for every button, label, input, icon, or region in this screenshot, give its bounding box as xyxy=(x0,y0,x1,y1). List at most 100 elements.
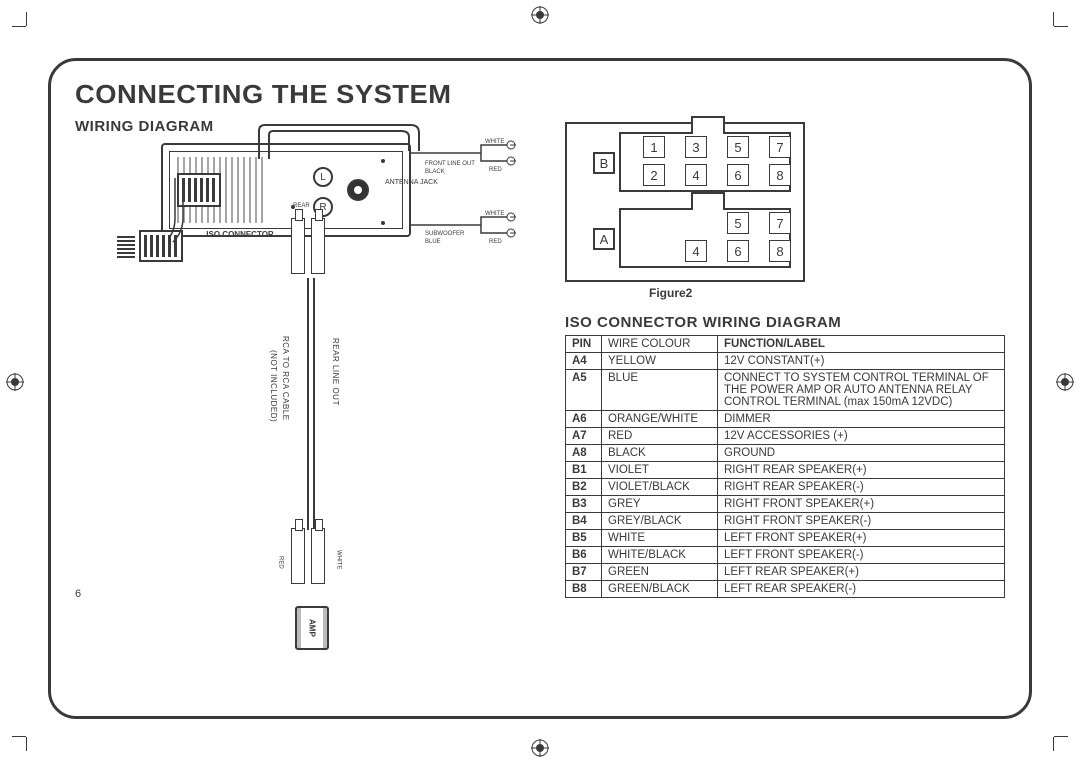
cell-func: LEFT REAR SPEAKER(+) xyxy=(718,564,1005,581)
crop-tick xyxy=(26,12,27,26)
cell-func: 12V CONSTANT(+) xyxy=(718,353,1005,370)
connector-pin: 7 xyxy=(769,212,791,234)
cell-pin: B3 xyxy=(566,496,602,513)
label-white: WHITE xyxy=(485,139,504,145)
connector-pin: 2 xyxy=(643,164,665,186)
cell-colour: WHITE/BLACK xyxy=(602,547,718,564)
connector-pin: 3 xyxy=(685,136,707,158)
connector-pin: 5 xyxy=(727,212,749,234)
rca-wire xyxy=(307,278,309,530)
connector-label-b: B xyxy=(593,152,615,174)
rca-out-l: L xyxy=(313,167,333,187)
registration-mark-icon xyxy=(6,373,24,391)
dot xyxy=(381,221,385,225)
table-row: A8BLACKGROUND xyxy=(566,445,1005,462)
cell-pin: A5 xyxy=(566,370,602,411)
left-column: WIRING DIAGRAM L R ANTENNA JACK REAR xyxy=(75,118,537,598)
cell-colour: BLACK xyxy=(602,445,718,462)
cell-colour: GREY/BLACK xyxy=(602,513,718,530)
cell-pin: A7 xyxy=(566,428,602,445)
section-title-iso: ISO CONNECTOR WIRING DIAGRAM xyxy=(565,314,1005,331)
rca-pair-top xyxy=(289,218,331,278)
cell-colour: ORANGE/WHITE xyxy=(602,411,718,428)
crop-tick xyxy=(1054,736,1068,737)
iso-wiring-table: PIN WIRE COLOUR FUNCTION/LABEL A4YELLOW1… xyxy=(565,335,1005,598)
connector-pin: 6 xyxy=(727,240,749,262)
label-not-included: (NOT INCLUDED) xyxy=(269,350,278,422)
label-white3: WHITE xyxy=(335,550,341,569)
cell-pin: B8 xyxy=(566,581,602,598)
table-row: A6ORANGE/WHITEDIMMER xyxy=(566,411,1005,428)
cell-func: RIGHT REAR SPEAKER(-) xyxy=(718,479,1005,496)
cell-func: CONNECT TO SYSTEM CONTROL TERMINAL OF TH… xyxy=(718,370,1005,411)
table-row: B7GREENLEFT REAR SPEAKER(+) xyxy=(566,564,1005,581)
th-colour: WIRE COLOUR xyxy=(602,336,718,353)
cell-colour: GREY xyxy=(602,496,718,513)
connector-pin: 8 xyxy=(769,240,791,262)
th-func: FUNCTION/LABEL xyxy=(718,336,1005,353)
connector-pin: 8 xyxy=(769,164,791,186)
table-row: B2VIOLET/BLACKRIGHT REAR SPEAKER(-) xyxy=(566,479,1005,496)
label-white2: WHITE xyxy=(485,211,504,217)
table-row: B6WHITE/BLACKLEFT FRONT SPEAKER(-) xyxy=(566,547,1005,564)
label-subwoofer: SUBWOOFER xyxy=(425,231,464,237)
registration-mark-icon xyxy=(531,6,549,24)
cell-pin: A4 xyxy=(566,353,602,370)
crop-tick xyxy=(12,26,26,27)
registration-mark-icon xyxy=(1056,373,1074,391)
cell-pin: B6 xyxy=(566,547,602,564)
page-title: CONNECTING THE SYSTEM xyxy=(75,79,1052,110)
cell-func: LEFT REAR SPEAKER(-) xyxy=(718,581,1005,598)
page-frame: CONNECTING THE SYSTEM WIRING DIAGRAM L R xyxy=(48,58,1032,719)
connector-pin: 7 xyxy=(769,136,791,158)
antenna-jack-icon xyxy=(347,179,369,201)
cell-pin: B5 xyxy=(566,530,602,547)
cell-pin: B4 xyxy=(566,513,602,530)
th-pin: PIN xyxy=(566,336,602,353)
table-row: A5BLUECONNECT TO SYSTEM CONTROL TERMINAL… xyxy=(566,370,1005,411)
amp-icon: AMP xyxy=(295,606,329,650)
label-rca-cable: RCA TO RCA CABLE xyxy=(281,336,290,421)
connector-pin: 4 xyxy=(685,164,707,186)
table-row: A4YELLOW12V CONSTANT(+) xyxy=(566,353,1005,370)
cell-func: DIMMER xyxy=(718,411,1005,428)
table-row: B3GREYRIGHT FRONT SPEAKER(+) xyxy=(566,496,1005,513)
cell-func: LEFT FRONT SPEAKER(+) xyxy=(718,530,1005,547)
registration-mark-icon xyxy=(531,739,549,757)
iso-cable xyxy=(169,178,199,252)
cell-colour: VIOLET/BLACK xyxy=(602,479,718,496)
crop-tick xyxy=(1053,12,1054,26)
cell-pin: B1 xyxy=(566,462,602,479)
label-rear-line-out: REAR LINE OUT xyxy=(331,338,340,406)
table-row: B5WHITELEFT FRONT SPEAKER(+) xyxy=(566,530,1005,547)
cell-colour: VIOLET xyxy=(602,462,718,479)
cell-func: GROUND xyxy=(718,445,1005,462)
label-front-line: FRONT LINE OUT xyxy=(425,161,475,167)
crop-tick xyxy=(1054,26,1068,27)
cell-func: RIGHT REAR SPEAKER(+) xyxy=(718,462,1005,479)
label-red3: RED xyxy=(277,556,283,569)
table-row: A7RED12V ACCESSORIES (+) xyxy=(566,428,1005,445)
cell-colour: GREEN/BLACK xyxy=(602,581,718,598)
cell-colour: BLUE xyxy=(602,370,718,411)
cell-func: RIGHT FRONT SPEAKER(-) xyxy=(718,513,1005,530)
connector-pin: 6 xyxy=(727,164,749,186)
connector-label-a: A xyxy=(593,228,615,250)
cell-pin: B7 xyxy=(566,564,602,581)
label-red2: RED xyxy=(489,239,502,245)
figure-2-connector: B A 1357246857468 xyxy=(565,122,805,282)
page-number: 6 xyxy=(75,588,81,600)
cell-colour: WHITE xyxy=(602,530,718,547)
cell-pin: A8 xyxy=(566,445,602,462)
label-blue: BLUE xyxy=(425,239,441,245)
crop-tick xyxy=(26,737,27,751)
label-red: RED xyxy=(489,167,502,173)
connector-pin: 4 xyxy=(685,240,707,262)
rca-wire xyxy=(313,278,315,530)
iso-connector-label: ISO CONNECTOR xyxy=(205,230,275,239)
table-row: B8GREEN/BLACKLEFT REAR SPEAKER(-) xyxy=(566,581,1005,598)
table-row: B1VIOLETRIGHT REAR SPEAKER(+) xyxy=(566,462,1005,479)
crop-tick xyxy=(1053,737,1054,751)
crop-tick xyxy=(12,736,26,737)
cell-colour: GREEN xyxy=(602,564,718,581)
